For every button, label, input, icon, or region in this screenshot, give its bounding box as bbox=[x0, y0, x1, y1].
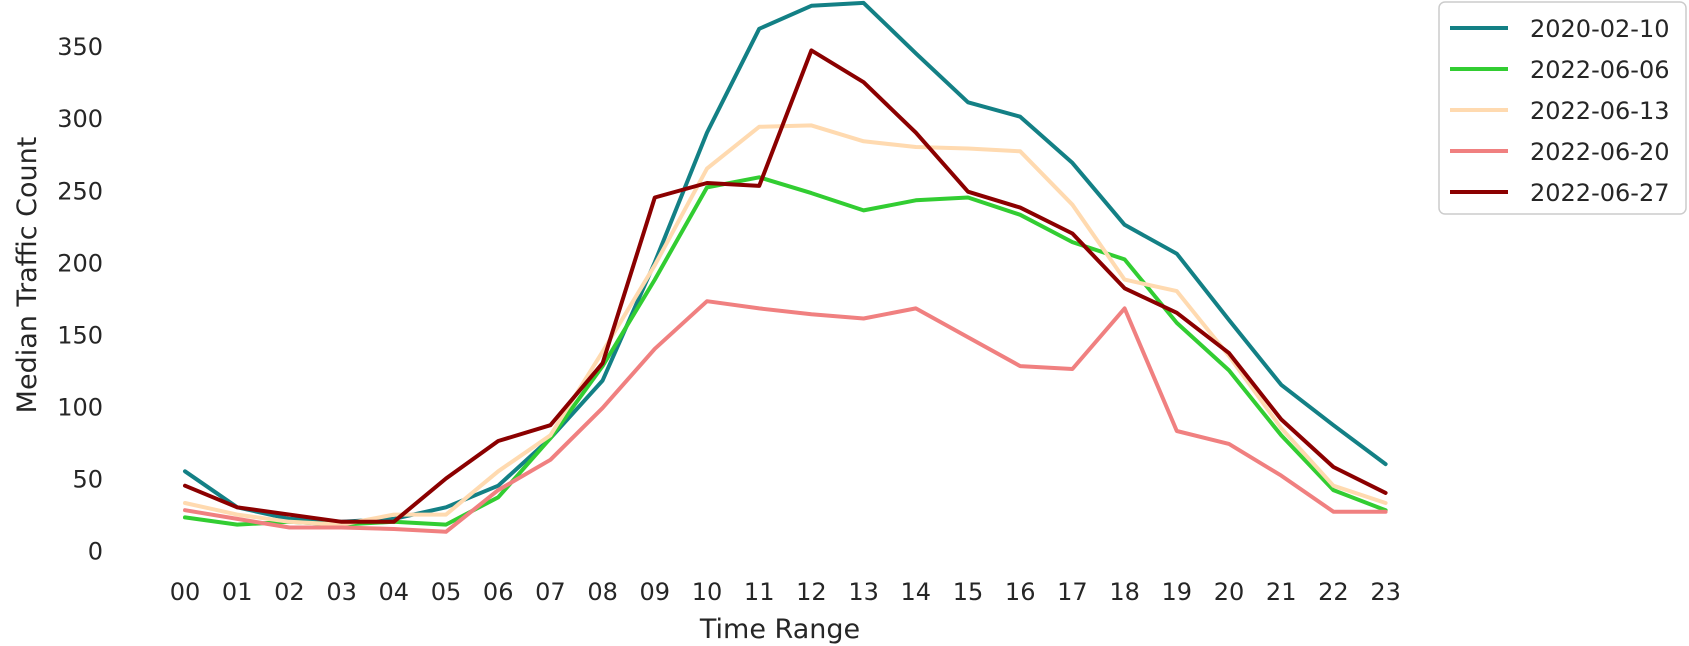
y-axis-ticks: 0 50 100 150 200 250 300 350 bbox=[57, 33, 103, 565]
y-tick-label: 150 bbox=[57, 321, 103, 349]
legend-label: 2022-06-13 bbox=[1530, 97, 1669, 125]
x-tick-label: 10 bbox=[692, 578, 723, 606]
x-tick-label: 15 bbox=[953, 578, 984, 606]
x-tick-label: 12 bbox=[796, 578, 827, 606]
x-tick-label: 04 bbox=[379, 578, 410, 606]
x-tick-label: 08 bbox=[587, 578, 618, 606]
x-tick-label: 05 bbox=[431, 578, 462, 606]
x-axis-label: Time Range bbox=[699, 614, 860, 645]
series-lines bbox=[183, 0, 1388, 534]
x-tick-label: 03 bbox=[326, 578, 357, 606]
x-tick-label: 19 bbox=[1162, 578, 1193, 606]
legend-label: 2022-06-06 bbox=[1530, 56, 1669, 84]
y-tick-label: 350 bbox=[57, 33, 103, 61]
y-tick-label: 300 bbox=[57, 105, 103, 133]
x-tick-label: 00 bbox=[170, 578, 201, 606]
x-tick-label: 18 bbox=[1109, 578, 1140, 606]
x-tick-label: 11 bbox=[744, 578, 775, 606]
series-line-2022-06-13 bbox=[183, 123, 1388, 527]
x-tick-label: 06 bbox=[483, 578, 514, 606]
y-tick-label: 200 bbox=[57, 249, 103, 277]
legend-label: 2022-06-20 bbox=[1530, 138, 1669, 166]
x-tick-label: 01 bbox=[222, 578, 253, 606]
series-line-2022-06-27 bbox=[183, 48, 1388, 524]
legend-label: 2022-06-27 bbox=[1530, 179, 1669, 207]
x-tick-label: 21 bbox=[1266, 578, 1297, 606]
legend-label: 2020-02-10 bbox=[1530, 15, 1669, 43]
series-line-2022-06-20 bbox=[183, 299, 1388, 534]
series-line-2022-06-06 bbox=[183, 175, 1388, 527]
legend: 2020-02-10 2022-06-06 2022-06-13 2022-06-20… bbox=[1438, 1, 1687, 215]
y-tick-label: 0 bbox=[88, 538, 103, 566]
x-tick-label: 20 bbox=[1214, 578, 1245, 606]
legend-frame bbox=[1438, 1, 1687, 215]
x-tick-label: 22 bbox=[1318, 578, 1349, 606]
x-axis-ticks: 00 01 02 03 04 05 06 07 08 09 10 11 12 13 14 15 16 17 18 19… bbox=[170, 578, 1401, 606]
y-tick-label: 250 bbox=[57, 177, 103, 205]
x-tick-label: 07 bbox=[535, 578, 566, 606]
y-axis-label: Median Traffic Count bbox=[12, 137, 43, 414]
y-tick-label: 50 bbox=[72, 466, 103, 494]
x-tick-label: 13 bbox=[848, 578, 879, 606]
x-tick-label: 16 bbox=[1005, 578, 1036, 606]
x-tick-label: 23 bbox=[1370, 578, 1401, 606]
x-tick-label: 17 bbox=[1057, 578, 1088, 606]
x-tick-label: 09 bbox=[640, 578, 671, 606]
y-tick-label: 100 bbox=[57, 393, 103, 421]
series-line-2020-02-10 bbox=[183, 0, 1388, 524]
x-tick-label: 02 bbox=[274, 578, 305, 606]
x-tick-label: 14 bbox=[901, 578, 932, 606]
